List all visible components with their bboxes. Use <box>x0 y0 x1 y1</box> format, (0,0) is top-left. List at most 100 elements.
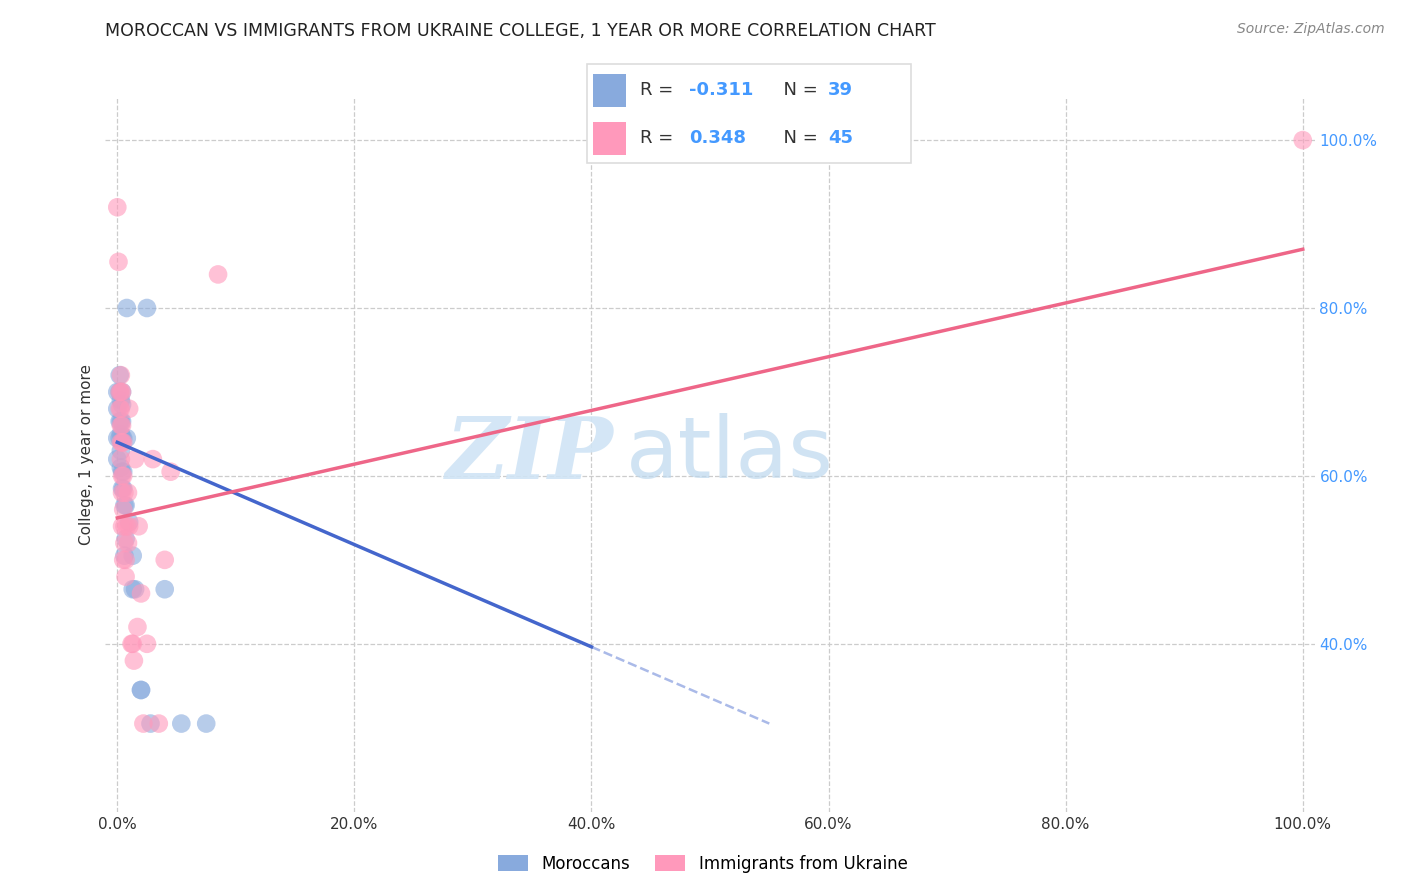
Point <box>122 654 145 668</box>
Point <box>110 414 132 428</box>
Point <box>111 418 134 433</box>
Point <box>110 418 132 433</box>
Point <box>136 637 159 651</box>
Point <box>111 384 134 399</box>
Point <box>207 268 229 282</box>
Point <box>195 716 218 731</box>
Point <box>111 485 134 500</box>
Point <box>128 519 150 533</box>
Text: 45: 45 <box>828 129 853 147</box>
Text: R =: R = <box>640 129 679 147</box>
Point <box>115 519 138 533</box>
Point <box>132 716 155 731</box>
Point <box>108 368 131 383</box>
Text: atlas: atlas <box>626 413 834 497</box>
Point <box>111 431 134 445</box>
Point <box>110 452 132 467</box>
Text: -0.311: -0.311 <box>689 81 754 99</box>
Point <box>121 582 143 597</box>
Point <box>1292 133 1315 147</box>
Point <box>117 536 139 550</box>
Point <box>112 549 135 563</box>
Point <box>105 401 128 416</box>
Point <box>107 255 129 269</box>
Text: Source: ZipAtlas.com: Source: ZipAtlas.com <box>1237 22 1385 37</box>
Point <box>108 384 131 399</box>
Point <box>110 426 132 441</box>
Point <box>129 683 152 698</box>
Point <box>110 384 132 399</box>
Point <box>110 368 132 383</box>
Point <box>111 469 134 483</box>
Text: 39: 39 <box>828 81 853 99</box>
Point <box>111 398 134 412</box>
Point <box>112 431 135 445</box>
Point <box>111 519 134 533</box>
Point <box>112 536 135 550</box>
Point <box>153 582 176 597</box>
Point <box>112 482 135 496</box>
Text: N =: N = <box>772 81 824 99</box>
Text: MOROCCAN VS IMMIGRANTS FROM UKRAINE COLLEGE, 1 YEAR OR MORE CORRELATION CHART: MOROCCAN VS IMMIGRANTS FROM UKRAINE COLL… <box>105 22 936 40</box>
Point <box>118 519 141 533</box>
Point <box>114 553 136 567</box>
Point <box>111 414 134 428</box>
Point <box>136 301 159 315</box>
Point <box>129 683 152 698</box>
Point <box>105 431 128 445</box>
FancyBboxPatch shape <box>586 64 911 163</box>
Text: ZIP: ZIP <box>446 413 613 497</box>
Point <box>108 384 131 399</box>
Point <box>115 431 138 445</box>
Point <box>148 716 170 731</box>
Point <box>105 200 128 214</box>
Point <box>112 553 135 567</box>
Point <box>153 553 176 567</box>
Point <box>114 532 136 546</box>
Point <box>110 435 132 450</box>
Point <box>111 435 134 450</box>
Point <box>112 469 135 483</box>
Point <box>112 435 135 450</box>
Bar <box>593 74 627 106</box>
Point <box>114 498 136 512</box>
Point <box>114 569 136 583</box>
Legend: Moroccans, Immigrants from Ukraine: Moroccans, Immigrants from Ukraine <box>492 848 914 880</box>
Point <box>121 549 143 563</box>
Point <box>111 482 134 496</box>
Point <box>111 465 134 479</box>
Point <box>127 620 149 634</box>
Point <box>118 515 141 529</box>
Point <box>112 465 135 479</box>
Text: R =: R = <box>640 81 679 99</box>
Text: N =: N = <box>772 129 824 147</box>
Point <box>110 460 132 475</box>
Point <box>112 519 135 533</box>
Point <box>108 414 131 428</box>
Point <box>110 393 132 408</box>
Point <box>159 465 181 479</box>
Point <box>129 586 152 600</box>
Point <box>121 637 143 651</box>
Point <box>121 637 143 651</box>
Point <box>112 498 135 512</box>
Point <box>139 716 162 731</box>
Text: 0.348: 0.348 <box>689 129 747 147</box>
Point <box>111 384 134 399</box>
Y-axis label: College, 1 year or more: College, 1 year or more <box>79 365 94 545</box>
Point <box>108 401 131 416</box>
Point <box>124 452 146 467</box>
Point <box>115 301 138 315</box>
Point <box>105 384 128 399</box>
Point <box>112 502 135 516</box>
Point <box>110 401 132 416</box>
Point <box>118 401 141 416</box>
Point <box>142 452 165 467</box>
Point <box>105 452 128 467</box>
Point <box>170 716 193 731</box>
Bar <box>593 122 627 155</box>
Point <box>112 485 135 500</box>
Point <box>110 443 132 458</box>
Point <box>117 485 139 500</box>
Point <box>124 582 146 597</box>
